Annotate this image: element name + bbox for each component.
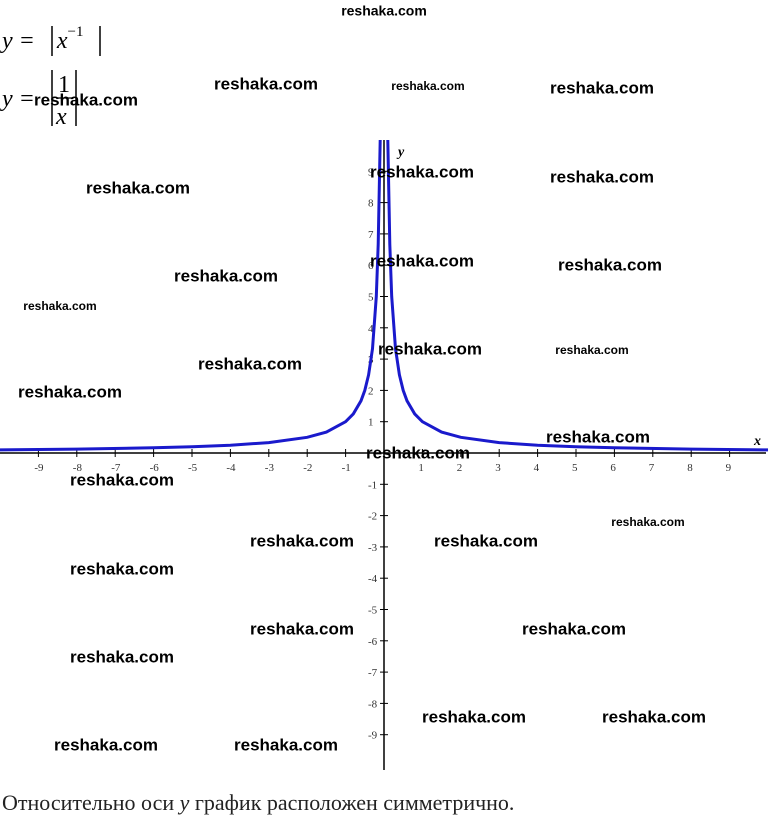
x-tick-label: -8 (73, 462, 83, 474)
curve (0, 139, 768, 452)
x-tick-label: -6 (150, 462, 160, 474)
x-axis-label: x (753, 434, 761, 449)
caption-text: график расположен симметрично. (189, 790, 514, 815)
x-tick-label: -2 (303, 462, 312, 474)
x-tick-label: -1 (342, 462, 351, 474)
x-tick-label: 8 (687, 462, 693, 474)
y-tick-label: 6 (368, 260, 374, 272)
caption-text: Относительно оси (2, 790, 180, 815)
watermark: reshaka.com (602, 707, 706, 726)
y-tick-label: -2 (368, 511, 377, 523)
x-tick-label: -4 (226, 462, 236, 474)
watermark: reshaka.com (341, 3, 427, 19)
x-tick-label: -7 (111, 462, 121, 474)
x-tick-label: 3 (495, 462, 501, 474)
watermark: reshaka.com (522, 619, 626, 638)
watermark: reshaka.com (70, 470, 174, 489)
watermark: reshaka.com (86, 178, 190, 197)
y-tick-label: 5 (368, 292, 374, 304)
watermark: reshaka.com (366, 443, 470, 462)
watermark: reshaka.com (370, 162, 474, 181)
x-tick-label: 6 (610, 462, 616, 474)
y-tick-label: -8 (368, 698, 378, 710)
watermark: reshaka.com (422, 707, 526, 726)
watermark: reshaka.com (34, 90, 138, 109)
watermark: reshaka.com (174, 266, 278, 285)
watermark: reshaka.com (70, 559, 174, 578)
exponent: −1 (68, 24, 84, 40)
watermark: reshaka.com (250, 619, 354, 638)
watermark: reshaka.com (23, 299, 96, 313)
watermark: reshaka.com (550, 78, 654, 97)
watermark: reshaka.com (198, 354, 302, 373)
y-tick-label: -9 (368, 730, 378, 742)
lhs: y = (0, 86, 35, 112)
numerator: 1 (58, 72, 70, 98)
y-tick-label: -7 (368, 667, 378, 679)
base: x (56, 28, 68, 54)
watermark: reshaka.com (54, 735, 158, 754)
caption: Относительно оси y график расположен сим… (2, 790, 514, 815)
lhs: y = (0, 28, 35, 54)
x-tick-label: 5 (572, 462, 578, 474)
watermark: reshaka.com (558, 255, 662, 274)
x-tick-label: 9 (726, 462, 732, 474)
watermark: reshaka.com (18, 382, 122, 401)
watermark: reshaka.com (434, 531, 538, 550)
watermark: reshaka.com (70, 647, 174, 666)
y-tick-label: -5 (368, 605, 378, 617)
x-tick-label: 4 (534, 462, 540, 474)
y-tick-label: 9 (368, 166, 374, 178)
watermark: reshaka.com (550, 167, 654, 186)
denominator: x (55, 104, 67, 130)
x-tick-label: 2 (457, 462, 463, 474)
watermark: reshaka.com (391, 79, 464, 93)
watermark: reshaka.com (378, 339, 482, 358)
y-tick-label: 8 (368, 198, 374, 210)
y-tick-label: -6 (368, 636, 378, 648)
graph: x y -9 -8 -7 -6 -5 -4 -3 -2 -1 1 2 3 4 5 6 7 8 9 -9 -8 -7 -6 -5 -… (0, 139, 768, 770)
x-tick-label: 1 (418, 462, 424, 474)
formula-1: y = x−1 (0, 24, 101, 56)
y-tick-label: 7 (368, 229, 374, 241)
formula-text: y = x−1 (0, 24, 83, 54)
watermark: reshaka.com (546, 427, 650, 446)
watermarks: reshaka.com reshaka.com reshaka.com reshaka… (18, 3, 706, 755)
x-tick-label: -9 (34, 462, 44, 474)
y-tick-label: 4 (368, 323, 374, 335)
formula-2: y = 1 x (0, 70, 77, 130)
watermark: reshaka.com (370, 251, 474, 270)
x-tick-label: 7 (649, 462, 655, 474)
caption-var: y (178, 790, 190, 815)
y-tick-label: 1 (368, 417, 374, 429)
y-axis-label: y (396, 145, 405, 160)
watermark: reshaka.com (234, 735, 338, 754)
watermark: reshaka.com (611, 515, 684, 529)
x-tick-label: -3 (265, 462, 275, 474)
x-tick-label: -5 (188, 462, 198, 474)
watermark: reshaka.com (250, 531, 354, 550)
y-tick-label: -1 (368, 479, 377, 491)
y-tick-label: -3 (368, 542, 378, 554)
watermark: reshaka.com (214, 74, 318, 93)
y-tick-label: -4 (368, 573, 378, 585)
watermark: reshaka.com (555, 343, 628, 357)
y-tick-label: 2 (368, 385, 374, 397)
